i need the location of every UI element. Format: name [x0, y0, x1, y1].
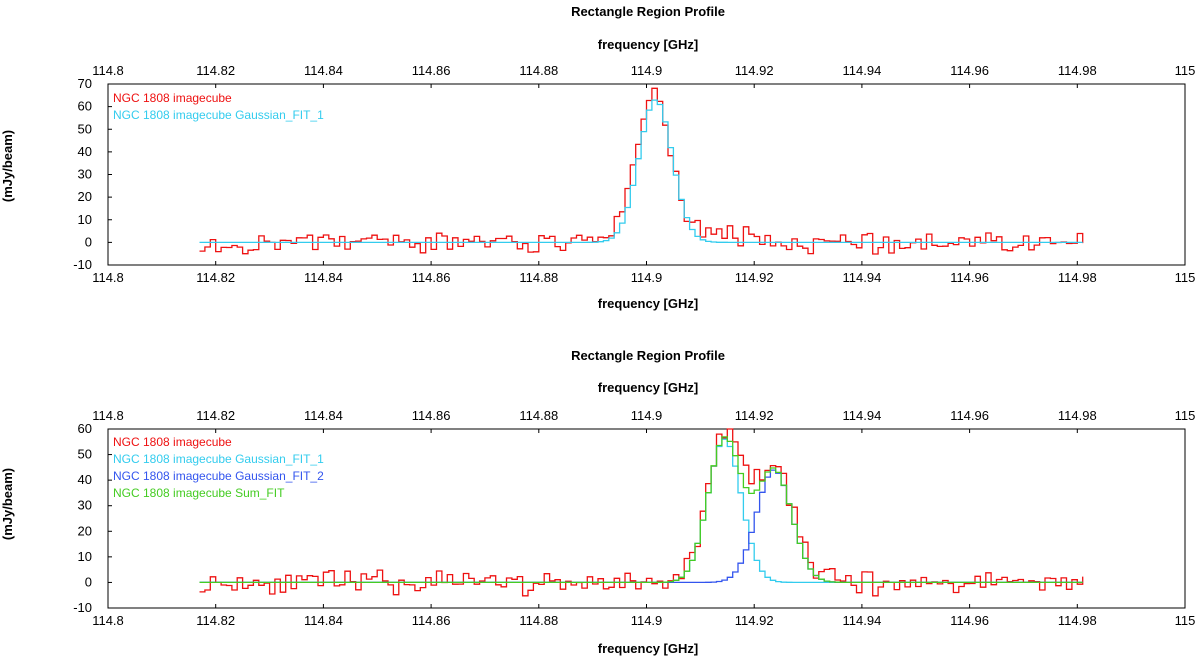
panel-top-x-tick-label: 114.9: [631, 270, 663, 285]
panel-top-x-tick-label: 114.84: [304, 270, 343, 285]
panel-top-x-tick-label: 114.94: [843, 270, 882, 285]
panel-bottom-x-tick-label: 114.9: [631, 613, 663, 628]
panel-bottom-ticks: 114.8 114.8 114.82 114.82 114.84 114.84 114.86…: [73, 408, 1195, 628]
panel-top-top-tick-label: 114.88: [519, 63, 558, 78]
panel-bottom-x-tick-label: 114.82: [196, 613, 235, 628]
panel-top-legend-entry-2: NGC 1808 imagecube Gaussian_FIT_1: [113, 108, 324, 122]
panel-top-ticks: 114.8 114.8 114.82 114.82 114.84 114.84 114.86…: [73, 63, 1195, 285]
panel-top-series-line-1: [199, 87, 1084, 255]
panel-top-top-tick-label: 114.84: [304, 63, 343, 78]
panel-bottom-top-tick-label: 114.98: [1058, 408, 1097, 423]
panel-top-top-tick-label: 114.9: [631, 63, 663, 78]
panel-bottom-x-tick-label: 115: [1175, 613, 1196, 628]
panel-top-legend-entry-1: NGC 1808 imagecube: [113, 91, 232, 105]
panel-bottom-top-tick-label: 114.94: [843, 408, 882, 423]
panel-bottom-series-line-3: [199, 469, 1083, 584]
panel-top-y-tick-label: 50: [78, 121, 92, 136]
panel-bottom-legend-entry-3: NGC 1808 imagecube Gaussian_FIT_2: [113, 469, 324, 483]
panel-top-top-tick-label: 114.96: [950, 63, 989, 78]
panel-top-x-tick-label: 114.92: [735, 270, 774, 285]
panel-bottom-title: Rectangle Region Profile: [571, 348, 725, 363]
panel-top-y-tick-label: 70: [78, 76, 92, 91]
panel-bottom-top-tick-label: 115: [1175, 408, 1196, 423]
panel-top-y-tick-label: -10: [73, 257, 92, 272]
panel-top-y-tick-label: 20: [78, 189, 92, 204]
panel-bottom-top-tick-label: 114.96: [950, 408, 989, 423]
panel-bottom-x-tick-label: 114.84: [304, 613, 343, 628]
panel-bottom-legend-entry-1: NGC 1808 imagecube: [113, 435, 232, 449]
panel-top-y-axis-label: (mJy/beam): [0, 130, 15, 202]
panel-bottom-top-axis-label: frequency [GHz]: [598, 380, 698, 395]
panel-top-x-tick-label: 114.86: [412, 270, 451, 285]
panel-top-x-tick-label: 114.8: [92, 270, 124, 285]
panel-bottom-y-tick-label: -10: [73, 600, 92, 615]
panel-top-x-tick-label: 114.98: [1058, 270, 1097, 285]
panel-bottom-x-tick-label: 114.8: [92, 613, 124, 628]
panel-top-top-axis-label: frequency [GHz]: [598, 37, 698, 52]
panel-top-top-tick-label: 114.98: [1058, 63, 1097, 78]
panel-bottom-legend-entry-2: NGC 1808 imagecube Gaussian_FIT_1: [113, 452, 324, 466]
panel-top-y-tick-label: 10: [78, 212, 92, 227]
panel-bottom-series: [199, 428, 1084, 597]
panel-top-top-tick-label: 114.94: [843, 63, 882, 78]
panel-bottom-series-line-4: [199, 436, 1083, 584]
panel-bottom-x-tick-label: 114.96: [950, 613, 989, 628]
panel-top-top-tick-label: 114.92: [735, 63, 774, 78]
panel-bottom-top-tick-label: 114.82: [196, 408, 235, 423]
panel-top: Rectangle Region Profile frequency [GHz]…: [0, 4, 1195, 311]
panel-bottom-top-tick-label: 114.8: [92, 408, 124, 423]
panel-top-x-tick-label: 115: [1175, 270, 1196, 285]
panel-top-series: [199, 87, 1084, 255]
panel-bottom-y-tick-label: 60: [78, 421, 92, 436]
panel-bottom-x-tick-label: 114.88: [519, 613, 558, 628]
panel-top-x-tick-label: 114.96: [950, 270, 989, 285]
panel-bottom-y-tick-label: 40: [78, 472, 92, 487]
panel-bottom-x-tick-label: 114.92: [735, 613, 774, 628]
panel-bottom-top-tick-label: 114.9: [631, 408, 663, 423]
panel-top-x-axis-label: frequency [GHz]: [598, 296, 698, 311]
panel-top-y-tick-label: 60: [78, 99, 92, 114]
panel-top-y-tick-label: 0: [85, 234, 92, 249]
panel-bottom-legend-entry-4: NGC 1808 imagecube Sum_FIT: [113, 486, 285, 500]
panel-bottom-top-tick-label: 114.86: [412, 408, 451, 423]
panel-bottom-top-tick-label: 114.88: [519, 408, 558, 423]
panel-top-series-line-2: [199, 99, 1083, 244]
panel-bottom-y-axis-label: (mJy/beam): [0, 468, 15, 540]
panel-bottom-x-tick-label: 114.94: [843, 613, 882, 628]
panel-top-x-tick-label: 114.82: [196, 270, 235, 285]
panel-top-y-tick-label: 30: [78, 167, 92, 182]
panel-bottom-y-tick-label: 0: [85, 574, 92, 589]
panel-bottom-top-tick-label: 114.92: [735, 408, 774, 423]
panel-top-title: Rectangle Region Profile: [571, 4, 725, 19]
panel-top-legend: NGC 1808 imagecube NGC 1808 imagecube Gau…: [113, 91, 324, 122]
panel-bottom-series-line-1: [199, 428, 1084, 597]
panel-bottom-x-tick-label: 114.86: [412, 613, 451, 628]
panel-top-top-tick-label: 114.82: [196, 63, 235, 78]
panel-top-x-tick-label: 114.88: [519, 270, 558, 285]
panel-top-y-tick-label: 40: [78, 144, 92, 159]
panel-bottom-x-axis-label: frequency [GHz]: [598, 641, 698, 656]
panel-bottom-top-tick-label: 114.84: [304, 408, 343, 423]
panel-bottom: Rectangle Region Profile frequency [GHz]…: [0, 348, 1195, 656]
panel-bottom-legend: NGC 1808 imagecube NGC 1808 imagecube Gau…: [113, 435, 324, 500]
panel-top-top-tick-label: 115: [1175, 63, 1196, 78]
panel-top-top-tick-label: 114.8: [92, 63, 124, 78]
panel-bottom-y-tick-label: 30: [78, 498, 92, 513]
panel-bottom-y-tick-label: 50: [78, 447, 92, 462]
panel-bottom-x-tick-label: 114.98: [1058, 613, 1097, 628]
panel-bottom-y-tick-label: 10: [78, 549, 92, 564]
panel-bottom-series-line-2: [199, 438, 1083, 584]
panel-bottom-y-tick-label: 20: [78, 523, 92, 538]
panel-top-top-tick-label: 114.86: [412, 63, 451, 78]
